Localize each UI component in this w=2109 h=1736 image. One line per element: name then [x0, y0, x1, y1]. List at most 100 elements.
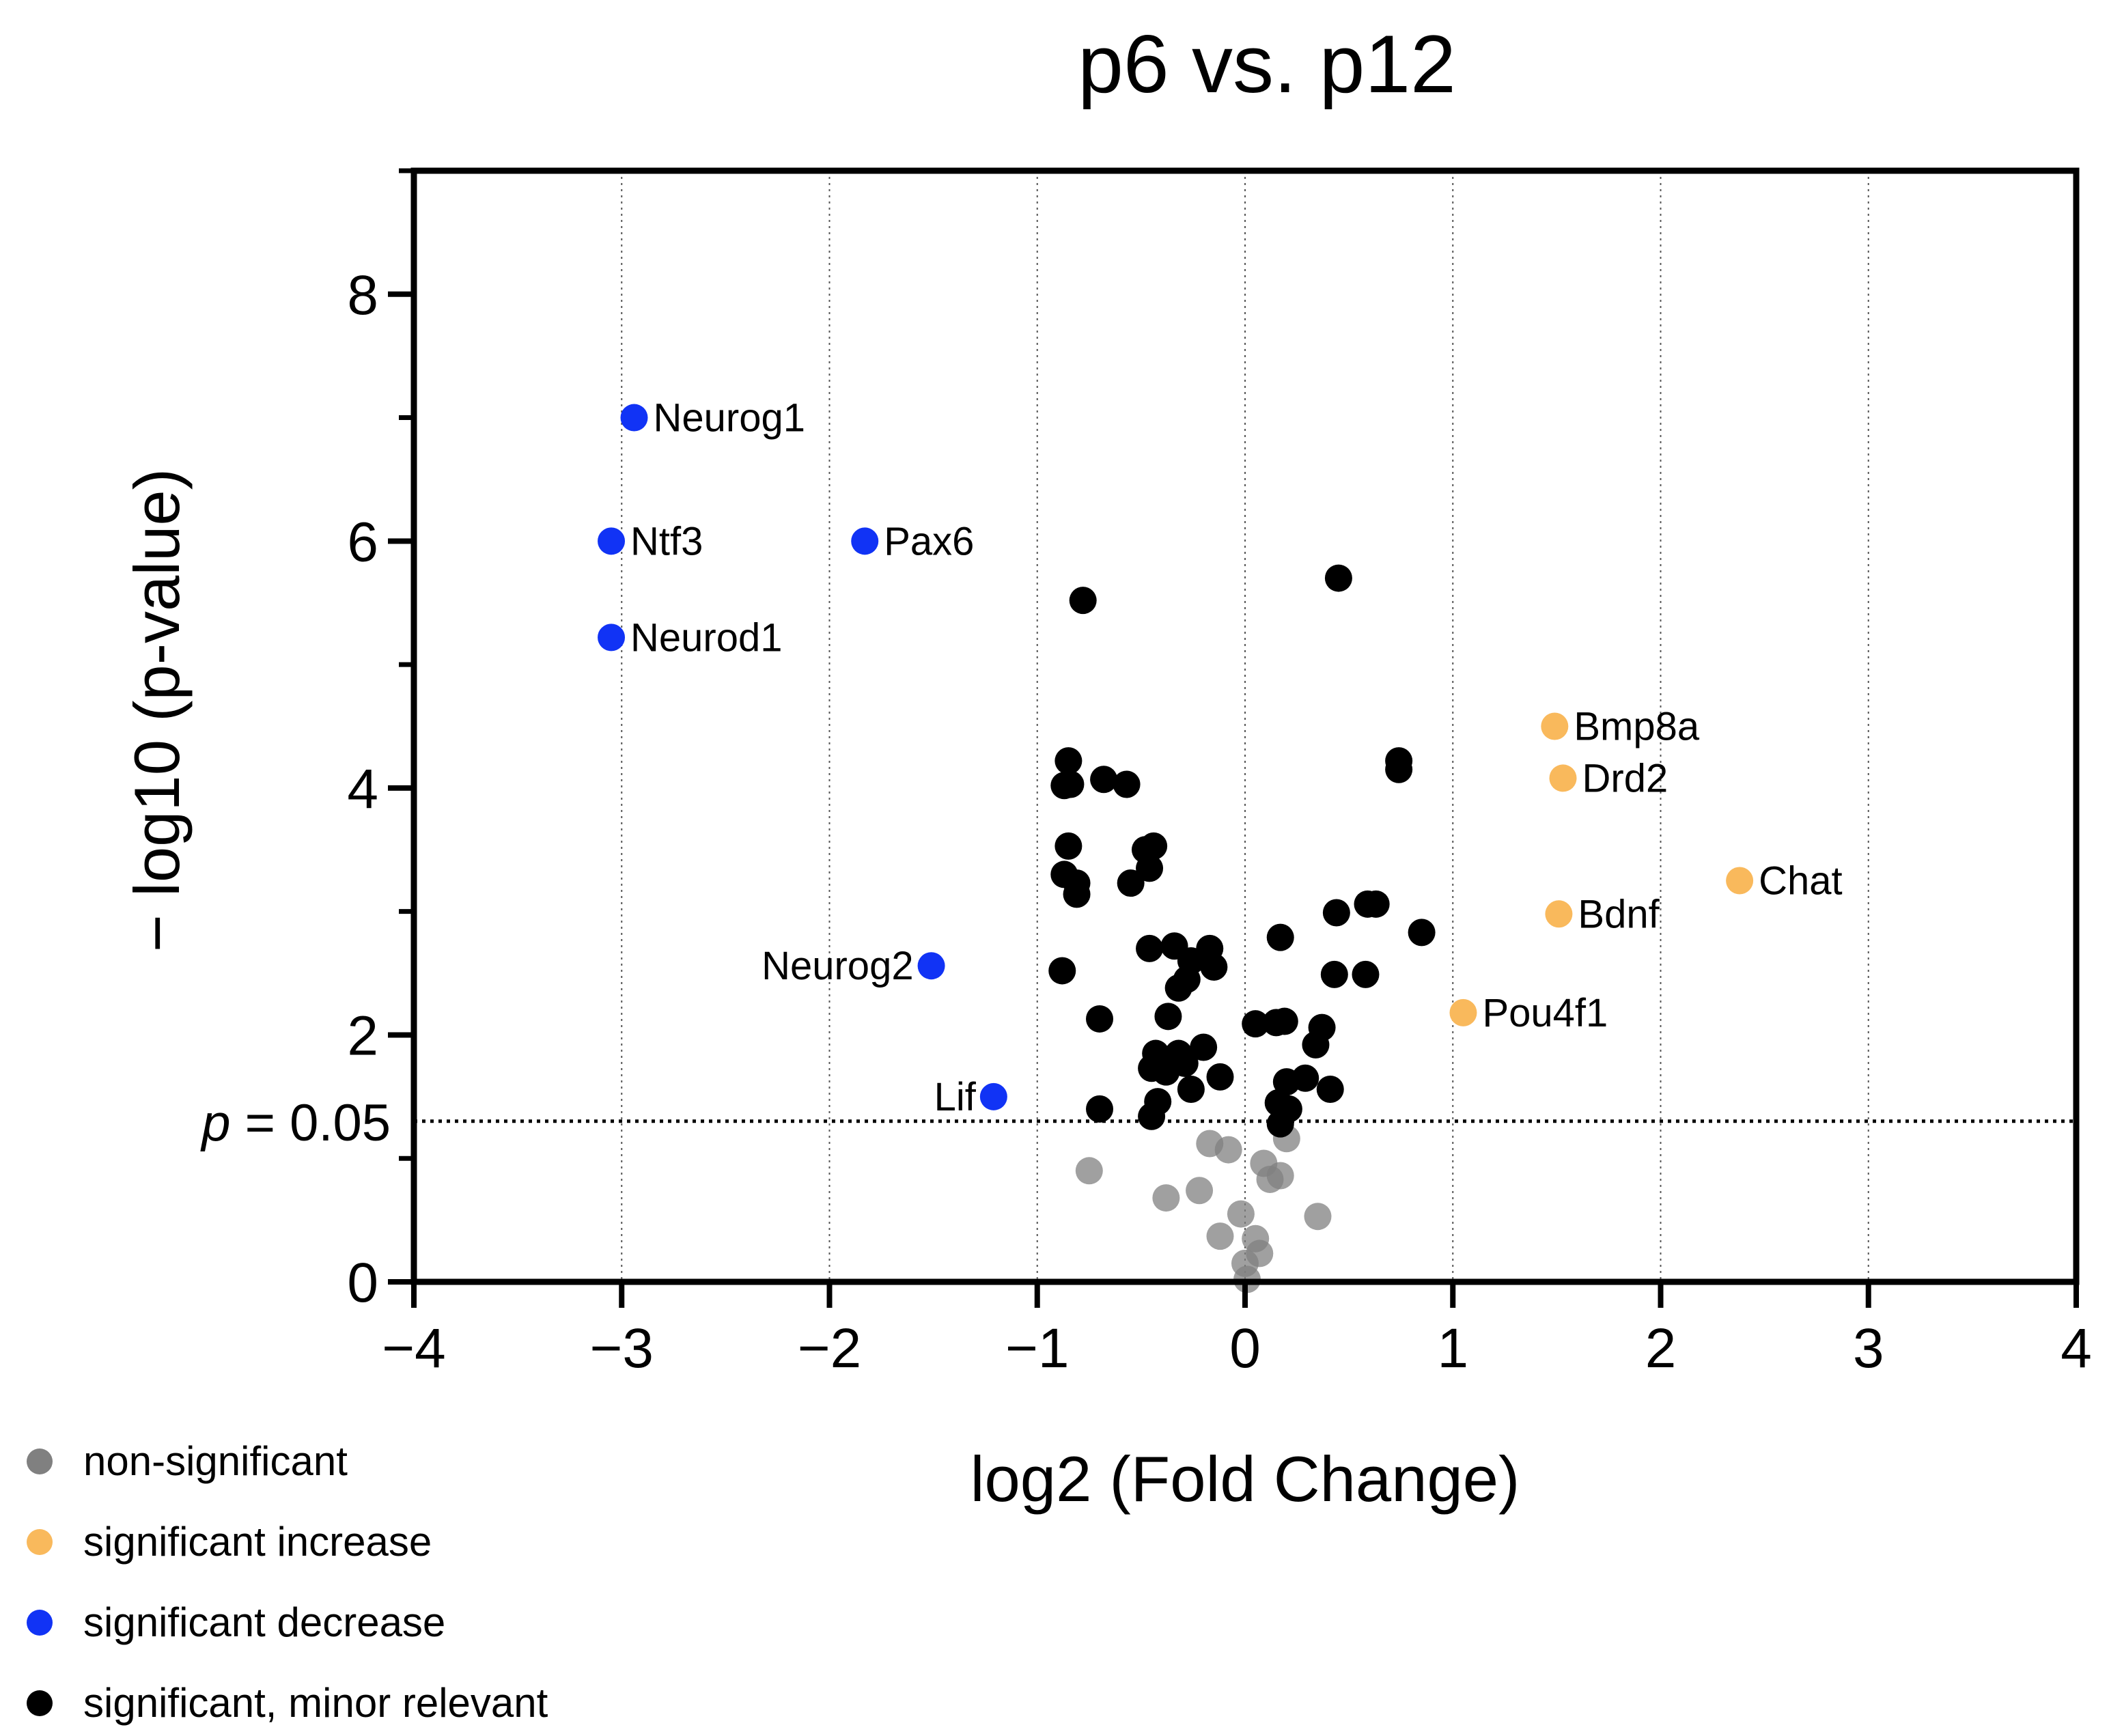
data-point: [1408, 919, 1436, 947]
x-tick-label: −2: [798, 1317, 862, 1380]
data-point: [1352, 960, 1380, 988]
data-point: [1054, 832, 1083, 860]
x-tick-label: −3: [590, 1317, 654, 1380]
x-tick-label: 0: [1229, 1317, 1261, 1380]
data-point: [1214, 1136, 1242, 1164]
legend: non-significant significant increase signi…: [27, 1438, 548, 1726]
data-point: [1320, 960, 1348, 988]
legend-label: significant increase: [83, 1519, 432, 1565]
gridlines: [621, 171, 1869, 1282]
point-label: Ntf3: [630, 519, 703, 563]
data-point: [1449, 998, 1477, 1026]
threshold-label: p = 0.05: [200, 1094, 391, 1152]
data-point: [1266, 1110, 1294, 1138]
point-label: Bdnf: [1578, 892, 1660, 936]
point-label: Pou4f1: [1482, 991, 1608, 1035]
point-label: Bmp8a: [1574, 705, 1700, 749]
data-point: [1152, 1184, 1180, 1212]
data-point: [1324, 564, 1352, 592]
data-point: [1164, 974, 1192, 1002]
data-point: [1177, 1075, 1205, 1103]
data-point: [1206, 1063, 1234, 1091]
data-point: [1242, 1010, 1270, 1038]
data-point: [1304, 1203, 1332, 1231]
data-point: [1075, 1157, 1103, 1185]
x-tick-label: 2: [1645, 1317, 1677, 1380]
y-axis-ticks: 0 2 4 6 8: [347, 168, 414, 1314]
legend-marker: [27, 1610, 53, 1636]
significance-threshold: p = 0.05: [200, 1094, 2076, 1152]
data-point: [1113, 770, 1141, 798]
point-label: Chat: [1759, 858, 1843, 903]
data-point: [1322, 899, 1350, 927]
data-point: [1086, 1005, 1114, 1033]
point-label: Neurog2: [762, 944, 913, 988]
y-axis-title: − log10 (p-value): [121, 468, 193, 952]
data-point: [598, 527, 626, 555]
chart-title: p6 vs. p12: [1078, 18, 1456, 110]
data-point: [1206, 1222, 1234, 1250]
x-tick-label: 1: [1437, 1317, 1468, 1380]
data-point: [917, 952, 945, 980]
data-point: [1138, 1102, 1166, 1130]
gene-labels: Bmp8a Drd2 Chat Bdnf Pou4f1 Neurog1 Ntf3 Pax6 Ne…: [630, 396, 1843, 1119]
x-tick-label: 3: [1853, 1317, 1884, 1380]
data-point: [1270, 1007, 1298, 1035]
data-point: [1190, 1033, 1218, 1061]
legend-label: significant decrease: [83, 1599, 445, 1645]
data-point: [1291, 1064, 1319, 1092]
x-tick-label: −1: [1005, 1317, 1070, 1380]
data-point: [1227, 1200, 1255, 1228]
point-label: Lif: [934, 1075, 977, 1119]
x-tick-label: 4: [2061, 1317, 2092, 1380]
data-point: [1186, 1177, 1214, 1205]
x-axis-title: log2 (Fold Change): [970, 1443, 1520, 1515]
data-point: [620, 404, 648, 432]
data-point: [1362, 890, 1390, 918]
legend-marker: [27, 1448, 53, 1474]
data-point: [1726, 867, 1754, 895]
data-point: [1545, 900, 1573, 928]
data-point: [1057, 770, 1085, 798]
point-label: Drd2: [1582, 756, 1668, 800]
data-point: [1069, 587, 1097, 615]
y-tick-label: 2: [347, 1005, 378, 1067]
legend-marker: [27, 1529, 53, 1555]
data-point: [598, 624, 626, 652]
data-point: [1316, 1075, 1344, 1103]
data-point: [1063, 880, 1091, 908]
data-point: [1048, 957, 1076, 985]
point-label: Pax6: [884, 519, 974, 563]
data-point: [851, 527, 879, 555]
data-point: [1266, 1162, 1294, 1190]
legend-label: non-significant: [83, 1438, 348, 1484]
data-points: [598, 404, 1754, 1293]
data-point: [979, 1082, 1007, 1110]
data-point: [1136, 934, 1164, 962]
data-point: [1541, 712, 1569, 740]
data-point: [1136, 854, 1164, 882]
data-point: [1266, 923, 1294, 951]
data-point: [1140, 832, 1168, 860]
data-point: [1090, 766, 1118, 794]
data-point: [1200, 953, 1228, 981]
y-tick-label: 4: [347, 758, 378, 820]
legend-label: significant, minor relevant: [83, 1680, 548, 1726]
y-tick-label: 8: [347, 264, 378, 326]
data-point: [1154, 1003, 1182, 1031]
data-point: [1117, 869, 1145, 897]
data-point: [1054, 747, 1083, 775]
legend-marker: [27, 1690, 53, 1716]
data-point: [1302, 1031, 1330, 1059]
point-label: Neurog1: [654, 396, 805, 440]
data-point: [1385, 755, 1413, 783]
y-tick-label: 6: [347, 511, 378, 573]
x-axis-ticks: −4 −3 −2 −1 0 1 2 3 4: [382, 1282, 2092, 1380]
point-label: Neurod1: [630, 615, 782, 660]
data-point: [1549, 764, 1577, 792]
data-point: [1152, 1058, 1180, 1086]
data-point: [1086, 1095, 1114, 1123]
x-tick-label: −4: [382, 1317, 446, 1380]
y-tick-label: 0: [347, 1252, 378, 1314]
